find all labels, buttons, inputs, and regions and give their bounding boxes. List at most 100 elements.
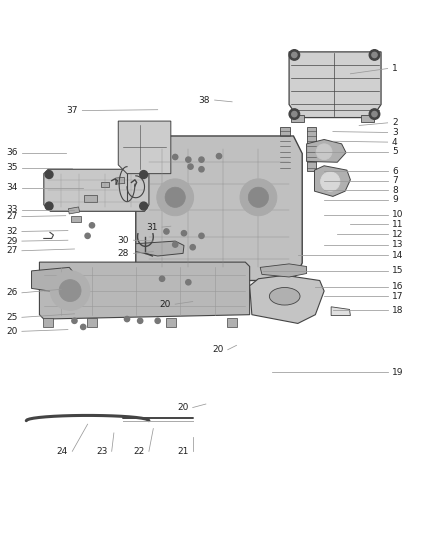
Bar xyxy=(116,177,125,184)
Polygon shape xyxy=(260,264,307,277)
Text: 3: 3 xyxy=(392,128,398,137)
Text: 36: 36 xyxy=(6,148,18,157)
Circle shape xyxy=(216,154,222,159)
Circle shape xyxy=(165,187,185,207)
Polygon shape xyxy=(307,140,346,162)
Circle shape xyxy=(289,109,300,119)
Bar xyxy=(71,216,81,222)
Polygon shape xyxy=(44,169,149,211)
Text: 15: 15 xyxy=(392,266,403,276)
Polygon shape xyxy=(314,166,350,197)
Circle shape xyxy=(372,111,377,117)
Text: 27: 27 xyxy=(6,212,18,221)
Text: 22: 22 xyxy=(133,447,145,456)
Circle shape xyxy=(173,155,178,159)
Text: 16: 16 xyxy=(392,282,403,291)
Text: 23: 23 xyxy=(96,447,107,456)
Circle shape xyxy=(59,280,81,302)
Ellipse shape xyxy=(269,287,300,305)
Text: 37: 37 xyxy=(67,106,78,115)
Circle shape xyxy=(85,233,90,238)
Circle shape xyxy=(199,157,204,162)
Text: 11: 11 xyxy=(392,220,403,229)
Polygon shape xyxy=(118,121,171,174)
Circle shape xyxy=(186,157,191,162)
Circle shape xyxy=(372,52,377,58)
Bar xyxy=(84,195,97,201)
Circle shape xyxy=(140,202,148,210)
Text: 9: 9 xyxy=(392,196,398,205)
Text: 24: 24 xyxy=(57,447,68,456)
Text: 31: 31 xyxy=(146,223,158,231)
Circle shape xyxy=(289,50,300,60)
Circle shape xyxy=(159,276,165,281)
Circle shape xyxy=(186,280,191,285)
Circle shape xyxy=(157,179,194,216)
Circle shape xyxy=(369,50,380,60)
Circle shape xyxy=(188,164,193,169)
Circle shape xyxy=(292,52,297,58)
Circle shape xyxy=(155,318,160,324)
Circle shape xyxy=(292,111,297,117)
Circle shape xyxy=(248,187,268,207)
Text: 33: 33 xyxy=(6,205,18,214)
Bar xyxy=(68,207,80,214)
Polygon shape xyxy=(32,268,74,293)
Circle shape xyxy=(45,171,53,179)
Circle shape xyxy=(199,233,204,238)
Text: 8: 8 xyxy=(392,186,398,195)
Text: 32: 32 xyxy=(6,227,18,236)
Text: 38: 38 xyxy=(199,95,210,104)
Circle shape xyxy=(369,109,380,119)
Text: 17: 17 xyxy=(392,292,403,301)
Bar xyxy=(291,115,304,122)
Circle shape xyxy=(89,223,95,228)
Text: 20: 20 xyxy=(177,403,188,412)
Text: 20: 20 xyxy=(159,300,171,309)
Text: 27: 27 xyxy=(6,246,18,255)
Polygon shape xyxy=(136,241,184,256)
Text: 29: 29 xyxy=(6,237,18,246)
Circle shape xyxy=(72,318,77,324)
Text: 4: 4 xyxy=(392,138,398,147)
Bar xyxy=(87,318,97,327)
Circle shape xyxy=(138,318,143,324)
Text: 5: 5 xyxy=(392,147,398,156)
Text: 7: 7 xyxy=(392,176,398,185)
Bar xyxy=(307,127,316,171)
Text: 28: 28 xyxy=(118,249,129,258)
Bar xyxy=(227,318,237,327)
Text: 19: 19 xyxy=(392,368,403,377)
Circle shape xyxy=(124,317,130,322)
Circle shape xyxy=(45,202,53,210)
Circle shape xyxy=(240,179,277,216)
Polygon shape xyxy=(39,262,250,319)
Text: 35: 35 xyxy=(6,163,18,172)
Bar xyxy=(361,115,374,122)
Text: 30: 30 xyxy=(118,236,129,245)
Circle shape xyxy=(81,324,86,329)
Circle shape xyxy=(140,171,148,179)
Bar xyxy=(280,127,290,171)
Text: 25: 25 xyxy=(6,313,18,322)
Text: 1: 1 xyxy=(392,64,398,73)
Text: 18: 18 xyxy=(392,306,403,315)
Circle shape xyxy=(173,242,178,247)
Text: 6: 6 xyxy=(392,166,398,175)
Circle shape xyxy=(181,231,187,236)
Bar xyxy=(166,318,176,327)
Polygon shape xyxy=(331,307,350,316)
Text: 2: 2 xyxy=(392,118,398,127)
Text: 12: 12 xyxy=(392,230,403,239)
Text: 20: 20 xyxy=(212,345,223,354)
Bar xyxy=(101,182,109,187)
Polygon shape xyxy=(250,275,324,324)
Circle shape xyxy=(316,144,332,159)
Text: 20: 20 xyxy=(6,327,18,336)
Text: 13: 13 xyxy=(392,240,403,249)
Circle shape xyxy=(321,172,340,191)
Bar xyxy=(153,279,175,292)
Text: 10: 10 xyxy=(392,211,403,219)
Bar xyxy=(43,318,53,327)
Circle shape xyxy=(199,167,204,172)
